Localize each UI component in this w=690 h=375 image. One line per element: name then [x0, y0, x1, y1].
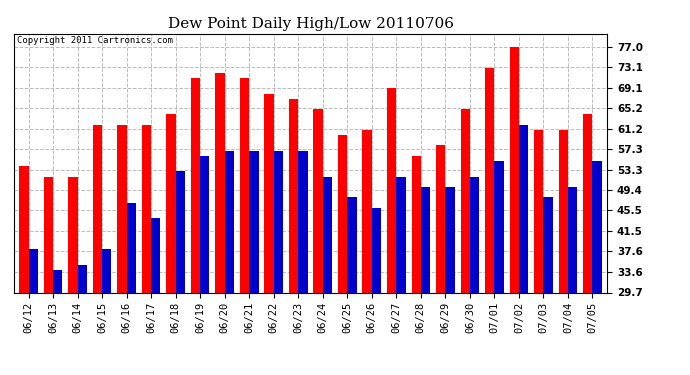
Bar [264, 93, 274, 292]
Bar [43, 177, 53, 292]
Bar [126, 202, 136, 292]
Bar [117, 124, 126, 292]
Bar [544, 197, 553, 292]
Bar [583, 114, 593, 292]
Bar [519, 124, 529, 292]
Bar [495, 161, 504, 292]
Bar [166, 114, 176, 292]
Bar [372, 208, 381, 292]
Bar [142, 124, 151, 292]
Bar [510, 47, 519, 292]
Bar [313, 109, 323, 292]
Bar [225, 151, 234, 292]
Bar [298, 151, 308, 292]
Bar [289, 99, 298, 292]
Bar [411, 156, 421, 292]
Bar [200, 156, 210, 292]
Bar [92, 124, 102, 292]
Title: Dew Point Daily High/Low 20110706: Dew Point Daily High/Low 20110706 [168, 17, 453, 31]
Bar [460, 109, 470, 292]
Bar [102, 249, 111, 292]
Bar [191, 78, 200, 292]
Bar [19, 166, 28, 292]
Bar [436, 146, 445, 292]
Bar [559, 130, 568, 292]
Bar [593, 161, 602, 292]
Bar [323, 177, 332, 292]
Bar [240, 78, 249, 292]
Bar [568, 187, 578, 292]
Bar [445, 187, 455, 292]
Bar [396, 177, 406, 292]
Bar [176, 171, 185, 292]
Bar [485, 68, 495, 292]
Bar [68, 177, 77, 292]
Bar [274, 151, 283, 292]
Bar [77, 265, 87, 292]
Bar [249, 151, 259, 292]
Text: Copyright 2011 Cartronics.com: Copyright 2011 Cartronics.com [17, 36, 172, 45]
Bar [28, 249, 38, 292]
Bar [421, 187, 430, 292]
Bar [338, 135, 347, 292]
Bar [347, 197, 357, 292]
Bar [53, 270, 62, 292]
Bar [151, 218, 161, 292]
Bar [362, 130, 372, 292]
Bar [387, 88, 396, 292]
Bar [215, 73, 225, 292]
Bar [534, 130, 544, 292]
Bar [470, 177, 479, 292]
